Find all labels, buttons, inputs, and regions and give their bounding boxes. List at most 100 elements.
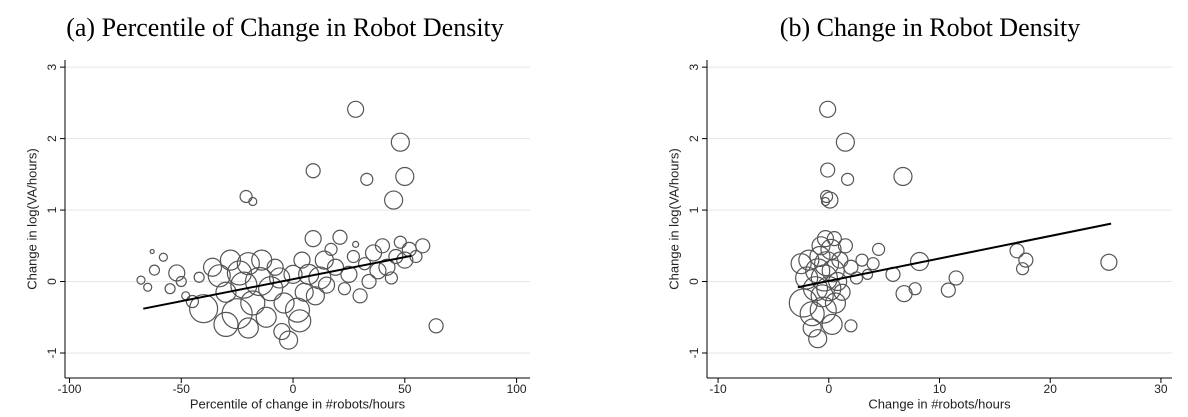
bubble xyxy=(143,282,153,292)
bubble xyxy=(251,249,273,271)
bubble xyxy=(215,281,237,303)
bubble xyxy=(384,271,398,285)
bubble xyxy=(149,248,155,255)
bubble xyxy=(352,288,368,304)
bubble xyxy=(207,264,231,288)
bubble xyxy=(239,189,253,204)
y-axis-label: Change in log(VA/hours) xyxy=(666,148,681,289)
bubble xyxy=(255,306,277,328)
bubble xyxy=(266,258,284,276)
x-tick-label: 10 xyxy=(933,382,947,396)
fit-line xyxy=(143,254,412,310)
bubble xyxy=(1009,243,1025,259)
bubble xyxy=(136,275,146,285)
bubble xyxy=(364,244,383,262)
bubble xyxy=(393,235,407,249)
chart-title: (b) Change in Robot Density xyxy=(780,13,1080,42)
bubble xyxy=(314,250,334,270)
bubble xyxy=(821,313,843,336)
x-tick-label: 30 xyxy=(1154,382,1168,396)
bubble xyxy=(288,309,312,333)
bubble xyxy=(821,259,845,283)
bubble xyxy=(908,282,922,296)
y-tick-label: -1 xyxy=(687,347,701,358)
bubble xyxy=(820,196,831,207)
bubble xyxy=(388,248,404,265)
bubble xyxy=(835,132,855,152)
bubble xyxy=(893,166,913,187)
bubble xyxy=(374,238,391,254)
bubble xyxy=(305,286,325,306)
bubble xyxy=(347,100,365,118)
bubble xyxy=(293,251,311,269)
bubble xyxy=(833,283,851,301)
bubble xyxy=(948,270,964,286)
bubble xyxy=(813,251,840,277)
bubble xyxy=(244,266,275,297)
bubble xyxy=(809,245,831,268)
bubble xyxy=(304,230,322,248)
x-tick-label: -100 xyxy=(57,382,81,396)
x-tick-label: -10 xyxy=(709,382,727,396)
bubble xyxy=(193,271,205,283)
bubble xyxy=(181,291,191,301)
y-tick-label: 3 xyxy=(687,63,701,70)
bubble xyxy=(337,282,352,296)
bubble xyxy=(164,283,176,295)
y-tick-label: 3 xyxy=(45,63,59,70)
bubble xyxy=(824,292,847,314)
bubble xyxy=(258,276,284,302)
y-tick-label: 2 xyxy=(687,135,701,142)
bubble xyxy=(326,258,345,276)
bubble xyxy=(841,172,855,186)
x-axis-label: Percentile of change in #robots/hours xyxy=(190,396,406,411)
x-tick-label: 0 xyxy=(825,382,832,396)
bubble xyxy=(294,282,314,302)
bubble xyxy=(820,162,836,178)
bubble xyxy=(872,242,886,256)
bubble xyxy=(802,318,822,338)
bubble xyxy=(340,265,358,283)
bubble xyxy=(802,276,829,302)
bubble xyxy=(317,276,336,294)
bubble xyxy=(269,267,291,289)
fit-line xyxy=(797,222,1112,289)
x-tick-label: 0 xyxy=(290,382,297,396)
bubble xyxy=(401,241,417,257)
bubble xyxy=(202,257,223,277)
bubble xyxy=(361,273,377,290)
bubble xyxy=(396,251,414,269)
bubble xyxy=(811,236,831,256)
bubble xyxy=(185,294,200,309)
x-tick-label: 50 xyxy=(398,382,412,396)
bubble xyxy=(819,100,837,118)
bubble xyxy=(236,252,260,276)
y-tick-label: -1 xyxy=(45,347,59,358)
bubble xyxy=(395,166,415,187)
bubble xyxy=(278,330,299,350)
x-tick-label: -50 xyxy=(173,382,191,396)
x-axis-label: Change in #robots/hours xyxy=(868,396,1011,411)
bubble xyxy=(273,292,295,314)
bubble xyxy=(360,172,374,186)
bubble xyxy=(352,240,360,248)
bubble xyxy=(240,290,266,316)
bubble xyxy=(866,257,880,271)
x-tick-label: 20 xyxy=(1044,382,1058,396)
bubble xyxy=(843,259,859,275)
bubble xyxy=(230,271,258,299)
bubble xyxy=(816,276,842,302)
bubble xyxy=(237,317,259,339)
bubble xyxy=(1100,253,1118,271)
bubble xyxy=(819,189,834,204)
bubble xyxy=(428,318,444,334)
bubble xyxy=(384,190,404,210)
y-tick-label: 1 xyxy=(687,206,701,213)
bubble xyxy=(378,258,396,276)
bubble xyxy=(849,271,864,285)
y-tick-label: 0 xyxy=(687,278,701,285)
bubble xyxy=(273,322,291,341)
bubble xyxy=(213,311,239,338)
bubble xyxy=(831,251,849,269)
